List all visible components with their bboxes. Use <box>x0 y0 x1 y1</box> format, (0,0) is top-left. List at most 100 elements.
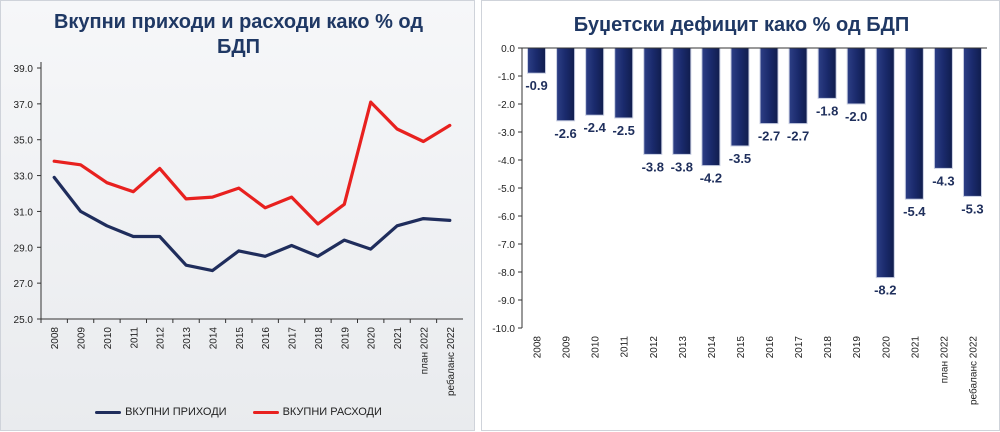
expenditure-series-line <box>52 100 452 226</box>
x-tick-label: план 2022 <box>939 336 950 384</box>
revenue-data-point <box>79 210 82 213</box>
y-tick-label: 31.0 <box>14 207 34 218</box>
deficit-bar <box>672 47 692 155</box>
expenditure-data-point <box>395 127 399 131</box>
x-tick-label: 2020 <box>367 327 378 350</box>
x-tick-label: 2014 <box>707 336 718 359</box>
revenue-data-point <box>290 244 293 247</box>
line-chart-legend: ВКУПНИ ПРИХОДИ ВКУПНИ РАСХОДИ <box>1 406 476 418</box>
revenue-data-point <box>263 255 267 258</box>
deficit-bar <box>933 47 953 169</box>
revenue-series-line <box>52 175 452 273</box>
x-tick-label: 2008 <box>533 336 544 359</box>
legend-label-revenue: ВКУПНИ ПРИХОДИ <box>125 406 227 418</box>
x-tick-label: 2016 <box>765 336 776 359</box>
y-tick-label: -9.0 <box>498 296 516 307</box>
y-tick-label: -7.0 <box>498 240 516 251</box>
y-tick-label: 33.0 <box>14 172 34 183</box>
legend-item-expenditure: ВКУПНИ РАСХОДИ <box>252 406 382 418</box>
revenue-data-point <box>184 264 188 267</box>
deficit-data-label: -0.9 <box>525 78 547 93</box>
deficit-data-label: -3.5 <box>729 151 751 166</box>
x-tick-label: 2019 <box>340 327 351 350</box>
deficit-data-label: -4.3 <box>932 173 954 188</box>
revenue-data-point <box>316 255 320 258</box>
expenditure-data-point <box>422 140 425 143</box>
x-tick-label: 2014 <box>208 327 219 350</box>
expenditure-data-point <box>184 197 188 201</box>
y-tick-label: -4.0 <box>498 156 516 167</box>
x-tick-label: 2021 <box>910 336 921 359</box>
legend-item-revenue: ВКУПНИ ПРИХОДИ <box>95 406 227 418</box>
x-tick-label: 2018 <box>823 336 834 359</box>
y-tick-label: -8.0 <box>498 268 516 279</box>
revenue-data-point <box>132 235 135 238</box>
deficit-data-label: -8.2 <box>874 283 896 298</box>
deficit-bar <box>875 47 895 279</box>
deficit-bar <box>846 47 866 105</box>
revenue-data-point <box>52 176 56 179</box>
deficit-bar <box>556 47 576 122</box>
x-tick-label: ребаланс 2022 <box>445 327 457 396</box>
x-tick-label: 2020 <box>881 336 892 359</box>
x-tick-label: 2018 <box>314 327 325 350</box>
left-chart-title-line2: БДП <box>217 36 260 58</box>
deficit-bar <box>585 47 605 116</box>
deficit-data-label: -2.7 <box>787 129 809 144</box>
deficit-bar <box>643 47 663 155</box>
deficit-data-label: -2.7 <box>758 129 780 144</box>
legend-label-expenditure: ВКУПНИ РАСХОДИ <box>282 406 382 418</box>
deficit-data-label: -3.8 <box>671 159 693 174</box>
x-tick-label: 2009 <box>77 327 88 350</box>
x-tick-label: 2008 <box>50 327 61 350</box>
x-tick-label: 2011 <box>620 336 631 358</box>
y-tick-label: -1.0 <box>498 72 516 83</box>
y-tick-label: 0.0 <box>501 44 515 55</box>
expenditure-data-point <box>132 190 135 193</box>
y-tick-label: 39.0 <box>14 64 34 75</box>
x-tick-label: 2013 <box>182 327 193 350</box>
x-tick-label: план 2022 <box>419 327 430 375</box>
revenue-data-point <box>343 238 346 242</box>
x-tick-label: 2009 <box>562 336 573 359</box>
expenditure-data-point <box>290 195 293 199</box>
expenditure-data-point <box>448 124 452 127</box>
deficit-data-label: -3.8 <box>642 159 664 174</box>
line-chart: 39.0 37.0 35.0 33.0 31.0 29.0 27.0 25.0 2008 2009… <box>14 62 463 396</box>
deficit-data-label: -5.4 <box>903 204 926 219</box>
expenditure-data-point <box>52 160 56 163</box>
deficit-bar <box>904 47 924 200</box>
x-tick-label: 2010 <box>591 336 602 359</box>
deficit-bar <box>788 47 808 125</box>
revenue-data-point <box>105 224 109 227</box>
y-tick-label: 35.0 <box>14 136 34 147</box>
revenue-data-point <box>158 235 161 238</box>
right-chart-title: Буџетски дефицит како % од БДП <box>573 14 910 36</box>
x-tick-label: 2017 <box>288 327 299 350</box>
legend-swatch-expenditure <box>252 410 279 414</box>
deficit-panel: Буџетски дефицит како % од БДП 0.0 -1.0 -2… <box>481 0 1000 431</box>
left-chart-title-line1: Вкупни приходи и расходи како % од <box>53 11 424 33</box>
expenditure-data-point <box>211 195 214 199</box>
deficit-data-label: -1.8 <box>816 103 838 118</box>
y-tick-label: -3.0 <box>498 128 516 139</box>
expenditure-data-point <box>263 206 267 210</box>
y-tick-label: -5.0 <box>498 184 516 195</box>
expenditure-data-point <box>237 186 241 190</box>
x-tick-label: ребаланс 2022 <box>967 336 979 405</box>
revenue-data-point <box>211 269 214 272</box>
y-tick-label: -6.0 <box>498 212 516 223</box>
x-tick-label: 2017 <box>794 336 805 359</box>
expenditure-data-point <box>316 222 320 226</box>
deficit-bar <box>701 47 721 167</box>
deficit-data-label: -2.0 <box>845 109 867 124</box>
y-tick-label: -2.0 <box>498 100 516 111</box>
revenue-expenditure-panel: Вкупни приходи и расходи како % од БДП 3… <box>0 0 475 431</box>
x-tick-label: 2016 <box>261 327 272 350</box>
revenue-data-point <box>369 247 372 251</box>
revenue-data-point <box>395 224 399 227</box>
y-tick-label: 37.0 <box>14 100 34 111</box>
legend-swatch-revenue <box>95 410 122 414</box>
deficit-bar <box>730 47 750 147</box>
revenue-data-point <box>422 217 425 220</box>
